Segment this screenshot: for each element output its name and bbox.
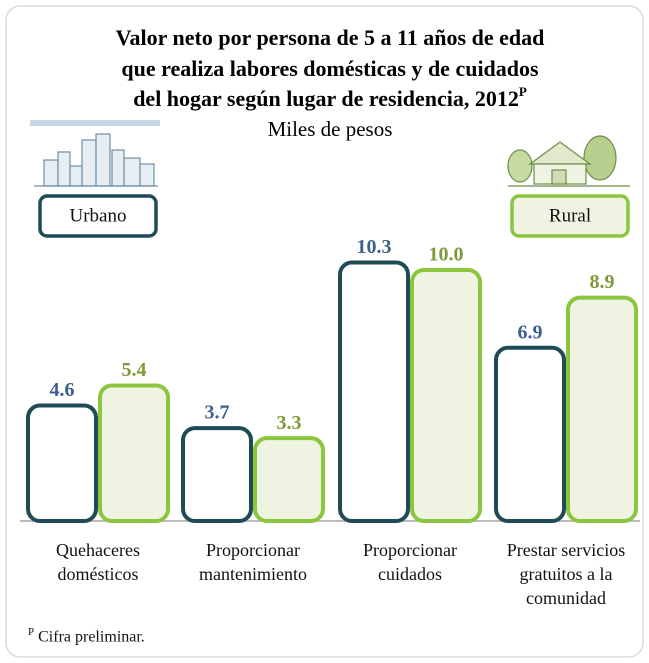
title-superscript: P (519, 84, 527, 99)
footnote-text: Cifra preliminar. (38, 628, 145, 646)
value-label: 10.0 (429, 244, 464, 266)
chart-title: del hogar según lugar de residencia, 201… (133, 84, 527, 111)
chart-title: que realiza labores domésticas y de cuid… (121, 56, 539, 81)
bar (566, 295, 638, 523)
bar (494, 345, 566, 523)
value-label: 5.4 (122, 359, 147, 381)
chart-subtitle: Miles de pesos (268, 117, 393, 141)
x-tick-label: Prestar servicios gratuitos a la comunid… (506, 540, 626, 608)
x-tick-label: Proporcionar mantenimiento (199, 540, 307, 584)
footnote: P Cifra preliminar. (28, 626, 145, 646)
chart-title: Valor neto por persona de 5 a 11 años de… (116, 25, 545, 50)
value-label: 8.9 (590, 271, 615, 293)
bar (26, 403, 98, 524)
city-icon (30, 120, 160, 187)
chart-title: del hogar según lugar de residencia, 201… (133, 86, 519, 111)
value-label: 6.9 (518, 321, 543, 343)
bar (338, 260, 410, 523)
legend-box (510, 194, 630, 238)
value-label: 4.6 (50, 379, 75, 401)
barn-icon (507, 135, 630, 187)
value-label: 10.3 (357, 236, 392, 258)
bar (410, 268, 482, 523)
value-label: 3.7 (205, 402, 230, 424)
value-label: 3.3 (277, 412, 302, 434)
legend-label: Urbano (70, 205, 127, 226)
x-tick-label: Quehaceres domésticos (56, 540, 140, 584)
x-tick-label: Proporcionar cuidados (363, 540, 457, 584)
footnote-mark: P (28, 626, 35, 638)
bar (181, 426, 253, 524)
bar (98, 383, 170, 523)
legend-box (38, 194, 158, 238)
legend-label: Rural (549, 205, 591, 226)
bar (253, 436, 325, 524)
